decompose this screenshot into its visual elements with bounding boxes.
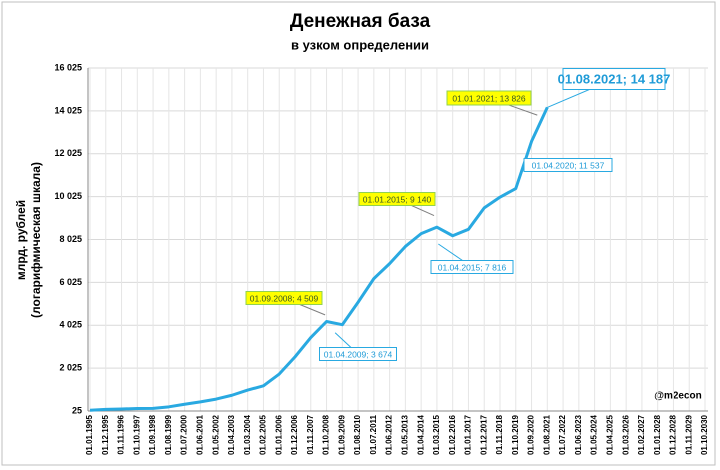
y-tick-label: 4 025	[59, 320, 82, 330]
annotation-label: 01.04.2020; 11 537	[532, 160, 605, 170]
annotation-box	[245, 291, 323, 305]
x-tick-label: 01.08.1999	[164, 414, 173, 455]
watermark: @m2econ	[654, 391, 702, 402]
chart-title: Денежная база	[290, 11, 431, 32]
x-tick-label: 01.03.2026	[621, 414, 630, 455]
y-axis-label: (логарифмическая шкала)	[29, 162, 43, 318]
x-tick-label: 01.06.2012	[385, 414, 394, 455]
x-tick-label: 01.12.2028	[669, 414, 678, 455]
y-tick-label: 14 025	[54, 105, 82, 115]
y-tick-label: 12 025	[54, 148, 82, 158]
annotation-box	[430, 260, 514, 274]
y-tick-label: 8 025	[59, 234, 82, 244]
x-tick-label: 01.05.2002	[211, 414, 220, 455]
x-tick-label: 01.03.2004	[243, 414, 252, 455]
x-tick-label: 01.11.2007	[306, 414, 315, 454]
x-tick-label: 01.04.2025	[605, 414, 614, 455]
x-tick-label: 01.08.2021	[542, 414, 551, 455]
x-tick-label: 01.05.2024	[590, 414, 599, 455]
x-tick-label: 01.04.2014	[416, 414, 425, 455]
annotation-box	[523, 158, 613, 172]
x-tick-label: 01.10.2008	[322, 414, 331, 455]
annotation-label: 01.04.2015; 7 816	[438, 262, 507, 272]
x-tick-label: 01.06.2023	[574, 414, 583, 455]
x-tick-label: 01.07.2011	[369, 414, 378, 454]
x-tick-label: 01.09.2020	[527, 414, 536, 455]
annotation-label: 01.09.2008; 4 509	[250, 293, 319, 303]
annotation-label: 01.04.2009; 3 674	[324, 349, 393, 359]
x-tick-label: 01.12.2017	[479, 414, 488, 455]
x-tick-label: 01.09.1998	[148, 414, 157, 455]
x-tick-label: 01.09.2009	[337, 414, 346, 455]
x-tick-label: 01.06.2001	[195, 414, 204, 455]
x-tick-label: 01.07.2022	[558, 414, 567, 455]
y-tick-label: 2 025	[59, 363, 82, 373]
x-tick-label: 01.03.2015	[432, 414, 441, 455]
data-line	[89, 106, 549, 412]
y-tick-label: 6 025	[59, 277, 82, 287]
y-tick-label: 10 025	[54, 191, 82, 201]
annotation-box	[358, 192, 436, 206]
x-tick-label: 01.12.1995	[101, 414, 110, 455]
annotation-box	[446, 90, 532, 106]
x-tick-label: 01.02.2005	[259, 414, 268, 455]
x-tick-label: 01.01.2006	[274, 414, 283, 455]
chart-subtitle: в узком определении	[291, 37, 429, 52]
x-tick-label: 01.01.2017	[464, 414, 473, 455]
annotation-label: 01.08.2021; 14 187	[558, 71, 671, 86]
x-tick-label: 01.02.2027	[637, 414, 646, 455]
x-tick-label: 01.01.2028	[653, 414, 662, 455]
annotation-box	[562, 68, 666, 90]
y-tick-label: 25	[72, 405, 82, 415]
x-tick-label: 01.10.2030	[700, 414, 709, 455]
x-tick-label: 01.07.2000	[180, 414, 189, 455]
x-tick-label: 01.04.2003	[227, 414, 236, 455]
annotation-box	[319, 347, 397, 361]
x-tick-label: 01.11.2029	[684, 414, 693, 454]
annotation-label: 01.01.2021; 13 826	[452, 93, 526, 103]
x-tick-label: 01.10.2019	[511, 414, 520, 455]
x-tick-label: 01.01.1995	[85, 414, 94, 455]
x-tick-label: 01.05.2013	[400, 414, 409, 455]
x-tick-label: 01.02.2016	[448, 414, 457, 455]
y-axis-label: млрд. рублей	[14, 200, 28, 280]
x-tick-label: 01.10.1997	[132, 414, 141, 455]
y-tick-label: 16 025	[54, 62, 82, 72]
x-tick-label: 01.08.2010	[353, 414, 362, 455]
x-tick-label: 01.11.1996	[117, 414, 126, 454]
x-tick-label: 01.12.2006	[290, 414, 299, 455]
x-tick-label: 01.11.2018	[495, 414, 504, 454]
annotation-label: 01.01.2015; 9 140	[363, 194, 432, 204]
